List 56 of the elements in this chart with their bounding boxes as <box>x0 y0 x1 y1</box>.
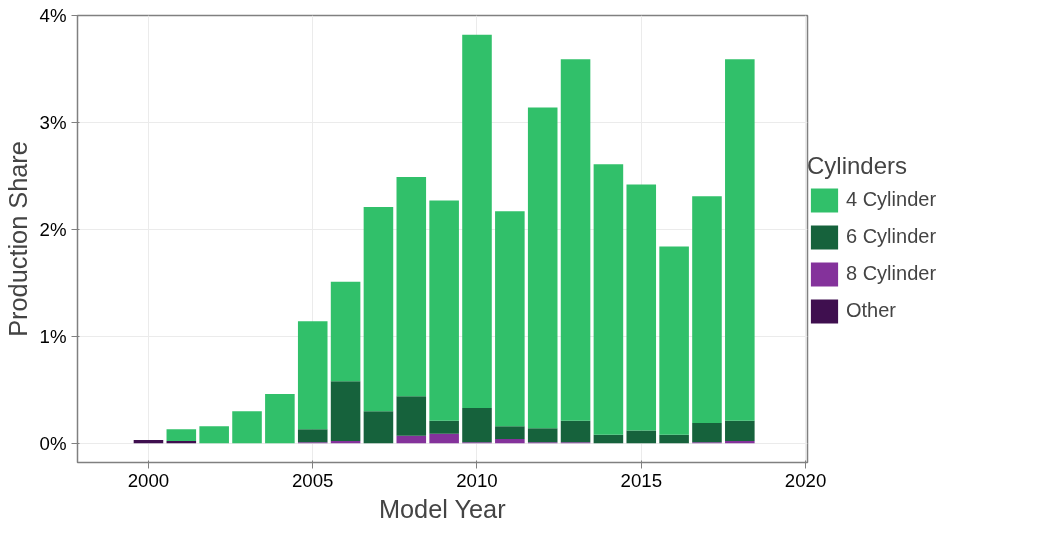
y-tick-label: 3% <box>39 111 67 133</box>
bar <box>692 196 722 423</box>
bar <box>560 59 591 421</box>
bar <box>166 429 197 442</box>
bar <box>265 394 295 444</box>
bar <box>429 420 459 434</box>
bar <box>363 411 394 444</box>
y-tick-label: 1% <box>39 325 67 347</box>
bar <box>462 407 492 443</box>
bar <box>495 211 525 427</box>
bar <box>330 281 361 382</box>
bar <box>133 440 164 444</box>
x-tick-label: 2010 <box>456 469 498 491</box>
bar <box>166 441 197 444</box>
x-axis-title: Model Year <box>378 494 507 523</box>
bar <box>626 430 657 444</box>
y-tick-label: 2% <box>39 218 67 240</box>
bar <box>527 107 558 429</box>
y-tick-label: 0% <box>39 432 67 454</box>
bar <box>725 441 755 444</box>
bar <box>725 420 755 442</box>
x-tick-label: 2000 <box>127 469 170 491</box>
x-tick-label: 2005 <box>291 469 334 491</box>
bar <box>396 396 427 436</box>
legend-label: 8 Cylinder <box>846 262 937 285</box>
bar <box>593 434 624 444</box>
bar <box>297 321 328 430</box>
legend-label: 4 Cylinder <box>846 188 937 211</box>
bar <box>199 426 229 444</box>
bar <box>659 246 689 435</box>
x-tick-label: 2020 <box>784 469 827 491</box>
bar <box>725 59 755 421</box>
bar <box>495 438 525 444</box>
bar <box>396 176 427 397</box>
bar <box>330 381 361 442</box>
bar <box>626 184 657 431</box>
x-tick-label: 2015 <box>620 469 663 491</box>
bar <box>692 422 722 443</box>
bar <box>363 206 394 412</box>
legend-label: Other <box>846 299 897 322</box>
bar <box>495 426 525 439</box>
bar <box>429 433 459 444</box>
bar <box>659 434 689 444</box>
y-tick-label: 4% <box>39 5 67 26</box>
bar <box>232 411 262 444</box>
bar <box>593 164 624 435</box>
bar <box>429 200 459 421</box>
bar <box>560 420 591 443</box>
legend-label: 6 Cylinder <box>846 225 937 248</box>
bar <box>396 435 427 444</box>
legend-title: Cylinders <box>807 151 909 180</box>
bar <box>297 429 328 443</box>
y-axis-title: Production Share <box>3 141 32 337</box>
bar <box>462 34 492 408</box>
bar <box>527 428 558 443</box>
bar <box>330 441 361 444</box>
